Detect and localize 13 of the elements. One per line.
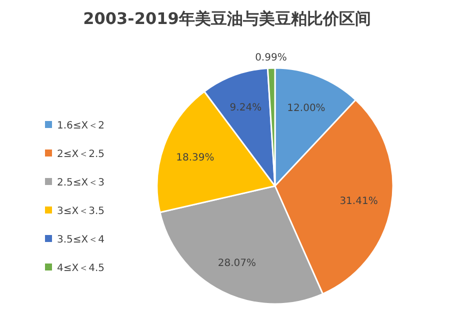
legend-label: 2.5≤X＜3 (57, 178, 104, 188)
chart-title: 2003-2019年美豆油与美豆粕比价区间 (83, 9, 371, 28)
legend-label: 4≤X＜4.5 (57, 263, 104, 274)
legend-label: 3.5≤X＜4 (57, 234, 104, 246)
legend-label: 3≤X＜3.5 (57, 206, 104, 217)
data-label: 28.07% (218, 258, 256, 269)
data-label: 31.41% (340, 196, 378, 208)
legend-label: 2≤X＜2.5 (57, 149, 104, 160)
data-label: 9.24% (230, 102, 262, 114)
data-label: 18.39% (176, 152, 214, 164)
data-label: 12.00% (287, 102, 326, 114)
data-label: 0.99% (255, 52, 287, 64)
legend-label: 1.6≤X＜2 (57, 120, 104, 132)
